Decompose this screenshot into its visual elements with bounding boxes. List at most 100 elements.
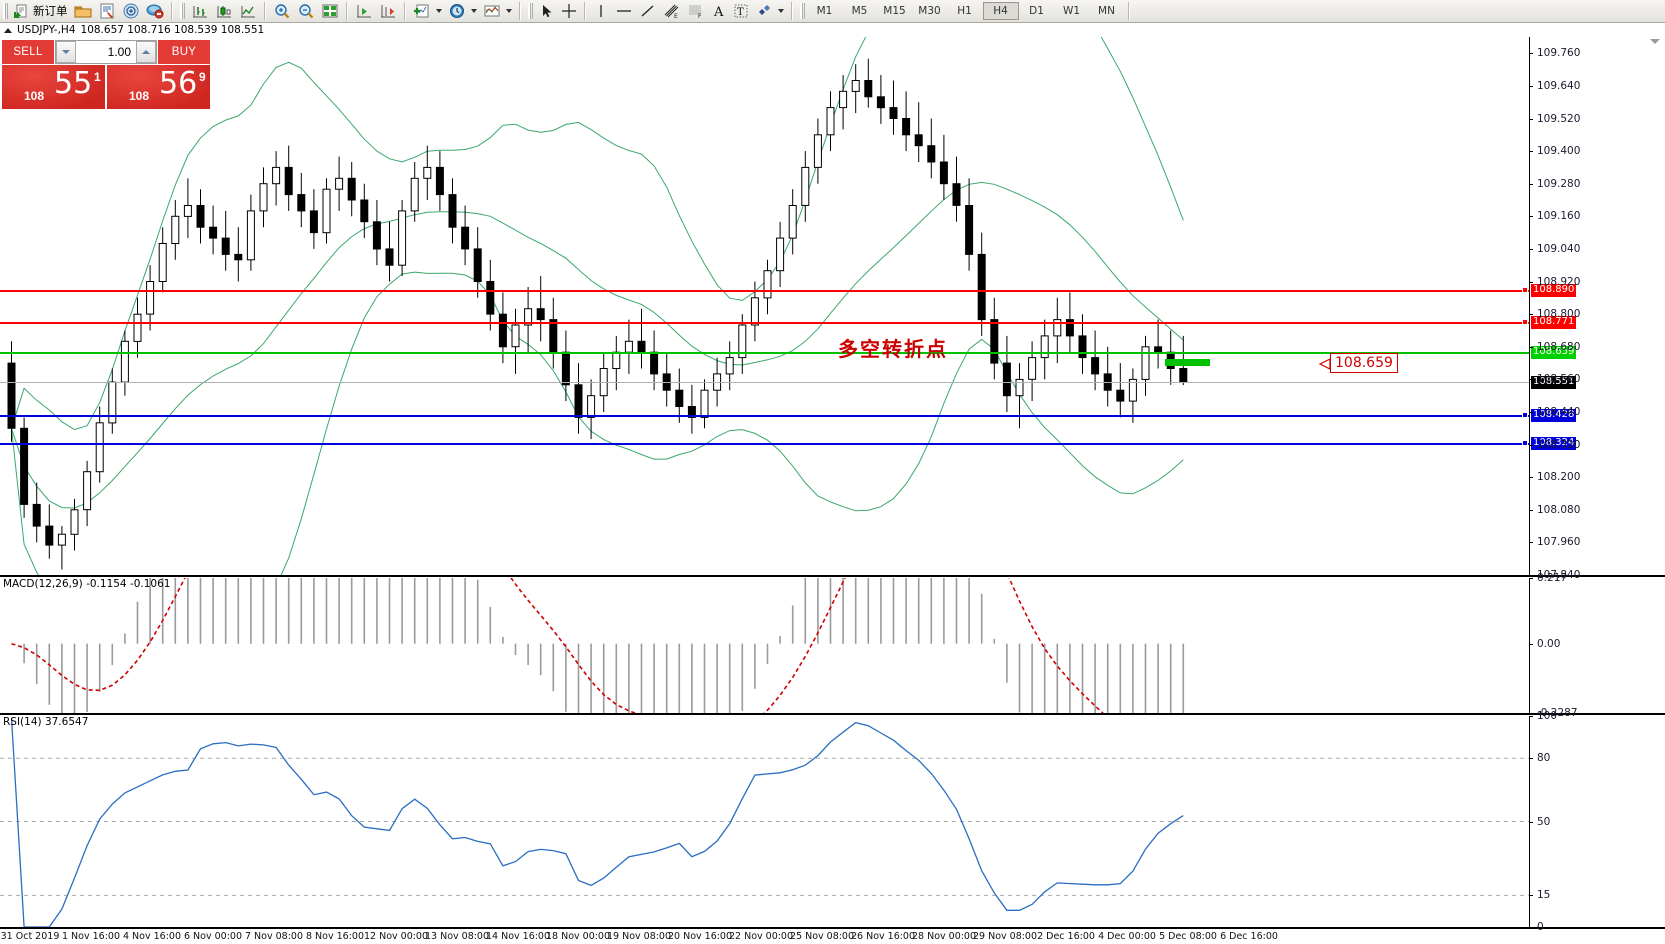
- position-marker[interactable]: [1165, 359, 1210, 366]
- trade-controls-row: SELL 1.00 BUY: [2, 40, 210, 64]
- buy-button[interactable]: BUY: [158, 40, 210, 64]
- volume-stepper[interactable]: 1.00: [55, 40, 157, 64]
- objects-button[interactable]: [752, 1, 787, 21]
- timeframe-button-m1[interactable]: M1: [816, 5, 833, 17]
- pane-separator-2[interactable]: [0, 713, 1665, 715]
- volume-input[interactable]: 1.00: [76, 41, 136, 63]
- line-chart-button[interactable]: [236, 1, 260, 21]
- level-anchor-support-2[interactable]: [1522, 440, 1528, 447]
- timeframe-button-h4[interactable]: H4: [982, 2, 1019, 20]
- one-click-trading-panel[interactable]: SELL 1.00 BUY 108 55 1 108 56 9: [2, 40, 210, 109]
- chart-area[interactable]: MACD(12,26,9) -0.1154 -0.1061 RSI(14) 37…: [0, 37, 1665, 944]
- price-tick-label: 108.560: [1537, 373, 1581, 386]
- level-anchor-resistance-2[interactable]: [1522, 319, 1528, 326]
- crosshair-button[interactable]: [558, 1, 580, 21]
- folder-button[interactable]: [71, 1, 95, 21]
- timeframe-button-h1[interactable]: H1: [957, 5, 972, 17]
- level-line-support-1[interactable]: [0, 415, 1529, 418]
- tile-windows-button[interactable]: [318, 1, 342, 21]
- volume-increase-button[interactable]: [136, 41, 156, 63]
- text-icon: A: [713, 5, 724, 19]
- toolbar-grip-2[interactable]: [179, 3, 185, 19]
- chart-shift-button[interactable]: [352, 1, 376, 21]
- clock-icon: [449, 4, 464, 18]
- pane-separator-1[interactable]: [0, 575, 1665, 577]
- time-axis[interactable]: 31 Oct 2019 1 Nov 16:00 4 Nov 16:00 6 Nov 0…: [0, 930, 1665, 944]
- level-line-pivot[interactable]: [0, 352, 1529, 355]
- sell-price-block[interactable]: 108 55 1: [2, 65, 105, 109]
- level-line-last-price[interactable]: [0, 381, 1529, 383]
- chevron-down-icon-2[interactable]: [470, 9, 477, 13]
- buy-price-block[interactable]: 108 56 9: [107, 65, 210, 109]
- level-label-support-1[interactable]: 108.428: [1531, 409, 1577, 423]
- vertical-line-button[interactable]: [590, 1, 612, 21]
- candlestick-chart-button[interactable]: [212, 1, 236, 21]
- price-tick-label: 108.080: [1537, 503, 1581, 516]
- timeframe-button-m5[interactable]: M5: [851, 5, 868, 17]
- scroll-up-indicator[interactable]: [1650, 39, 1660, 44]
- new-order-button[interactable]: 新订单: [11, 1, 71, 21]
- rsi-pane[interactable]: [0, 716, 1529, 927]
- price-pane[interactable]: [0, 37, 1529, 575]
- bar-chart-icon: [192, 6, 207, 18]
- signals-button[interactable]: [119, 1, 143, 21]
- macd-pane[interactable]: [0, 578, 1529, 713]
- chevron-down-icon[interactable]: [435, 9, 442, 13]
- volume-decrease-button[interactable]: [56, 41, 76, 63]
- level-label-last-price[interactable]: 108.551: [1531, 375, 1577, 389]
- timeframe-button-mn[interactable]: MN: [1098, 5, 1115, 17]
- macd-tick-label: 0.217: [1537, 572, 1568, 584]
- trendline-button[interactable]: [636, 1, 660, 21]
- level-label-support-2[interactable]: 108.324: [1531, 437, 1577, 451]
- price-tick-label: 108.920: [1537, 275, 1581, 288]
- bar-chart-button[interactable]: [188, 1, 212, 21]
- fibonacci-button[interactable]: F: [684, 1, 708, 21]
- text-label-button[interactable]: T: [730, 1, 752, 21]
- zoom-in-button[interactable]: [270, 1, 294, 21]
- horizontal-line-button[interactable]: [612, 1, 636, 21]
- level-line-support-2[interactable]: [0, 443, 1529, 446]
- level-label-resistance-2[interactable]: 108.771: [1531, 316, 1577, 330]
- turning-point-annotation[interactable]: 多空转折点: [838, 337, 948, 361]
- time-axis-label: 6 Nov 00:00: [183, 931, 243, 942]
- templates-button[interactable]: [480, 1, 515, 21]
- chevron-down-icon-4[interactable]: [777, 9, 784, 13]
- time-axis-label: 2 Dec 16:00: [1037, 931, 1095, 942]
- price-tick: [1529, 509, 1533, 511]
- collapse-triangle-icon[interactable]: [4, 27, 12, 33]
- indicators-button[interactable]: [410, 1, 445, 21]
- price-tick: [1529, 183, 1533, 185]
- cursor-button[interactable]: [536, 1, 558, 21]
- data-window-button[interactable]: [95, 1, 119, 21]
- level-line-resistance-1[interactable]: [0, 289, 1529, 292]
- sell-price-big: 55: [54, 66, 93, 101]
- level-label-pivot[interactable]: 108.659: [1531, 346, 1577, 360]
- level-anchor-resistance-1[interactable]: [1522, 286, 1528, 293]
- rsi-tick-label: 0: [1537, 921, 1544, 933]
- price-tag-box[interactable]: 108.659: [1330, 353, 1398, 373]
- level-anchor-support-1[interactable]: [1522, 412, 1528, 419]
- toolbar-grip-4[interactable]: [799, 3, 805, 19]
- toolbar-grip-3[interactable]: [527, 3, 533, 19]
- svg-text:A: A: [713, 5, 724, 19]
- zoom-out-button[interactable]: [294, 1, 318, 21]
- equidistant-channel-button[interactable]: E: [660, 1, 684, 21]
- timeframe-button-m15[interactable]: M15: [883, 5, 906, 17]
- period-button[interactable]: [445, 1, 480, 21]
- timeframe-button-d1[interactable]: D1: [1029, 5, 1044, 17]
- level-label-resistance-1[interactable]: 108.890: [1531, 283, 1577, 297]
- timeframe-button-w1[interactable]: W1: [1062, 5, 1081, 17]
- auto-scroll-button[interactable]: [376, 1, 400, 21]
- rsi-tick: [1529, 821, 1533, 823]
- text-button[interactable]: A: [708, 1, 730, 21]
- chevron-down-icon-3[interactable]: [505, 9, 512, 13]
- zoom-in-icon: [274, 4, 289, 19]
- toolbar-grip[interactable]: [3, 3, 8, 19]
- price-axis[interactable]: [1529, 37, 1665, 575]
- sell-price-prefix: 108: [24, 89, 45, 103]
- sell-button[interactable]: SELL: [2, 40, 54, 64]
- price-tick: [1529, 85, 1533, 87]
- timeframe-button-m30[interactable]: M30: [918, 5, 941, 17]
- level-line-resistance-2[interactable]: [0, 322, 1529, 325]
- auto-trading-button[interactable]: [143, 1, 167, 21]
